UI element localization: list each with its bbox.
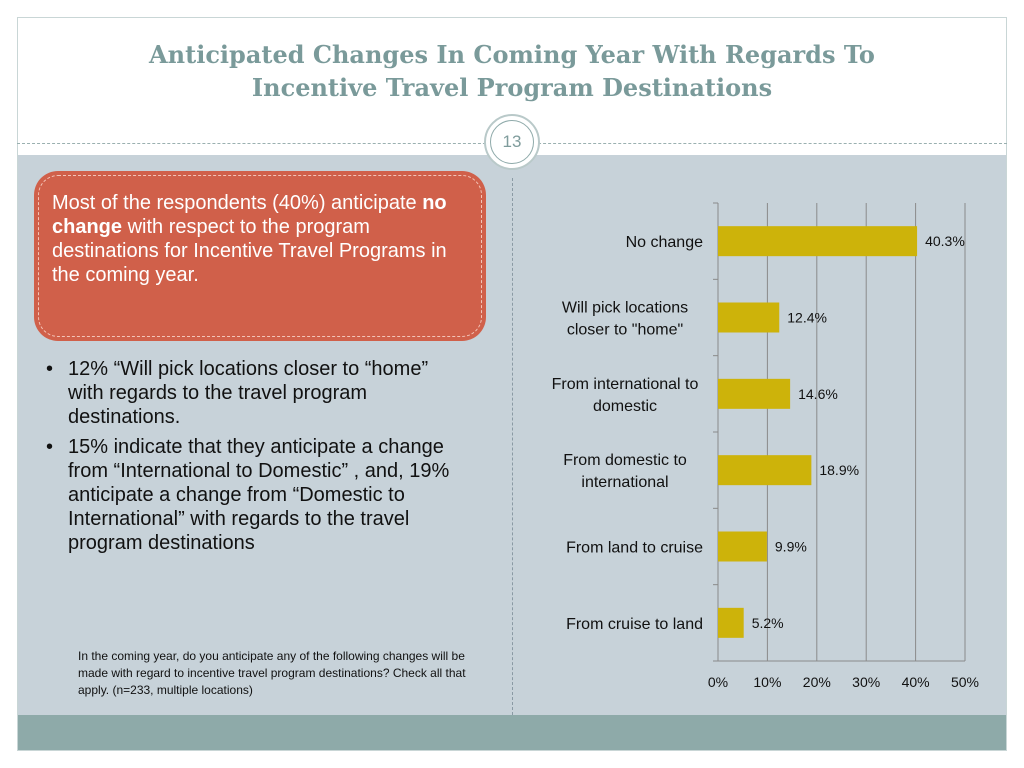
callout-dashed-border [38,175,482,337]
callout-text-bold: no change [52,192,447,238]
bullet-text: 15% indicate that they anticipate a chan… [68,436,450,554]
bar [718,531,767,562]
category-label-line: closer to "home" [567,322,683,339]
bullet-list: • 12% “Will pick locations closer to “hom… [46,357,466,561]
bullet-text: 12% “Will pick locations closer to “home… [68,358,429,428]
x-tick-label: 30% [852,674,880,690]
column-divider [512,178,513,715]
bar-chart: 0% 10% 20% 30% 40% 50% 40.3% No change 12.4% Will… [552,202,979,690]
bar [718,302,780,333]
slide-title-line-2: Incentive Travel Program Destinations [251,73,773,102]
slide-frame [17,17,1007,751]
callout-text-part1: Most of the respondents (40%) anticipate [52,192,423,214]
category-label-line: Will pick locations [562,300,688,317]
bullet-item: • 15% indicate that they anticipate a cha… [46,435,466,555]
callout-text-part2: with respect to the program destinations… [52,216,447,286]
category-label: Will pick locations closer to "home" [562,300,688,339]
category-label: From cruise to land [566,616,703,633]
bar [718,455,812,486]
x-tick-label: 40% [902,674,930,690]
category-label: From land to cruise [566,540,703,557]
bar [718,226,918,257]
data-label: 18.9% [819,462,859,478]
bar [718,607,744,638]
data-label: 40.3% [925,233,965,249]
data-label: 5.2% [752,615,784,631]
category-label: From international to domestic [552,376,699,415]
slide-title: Anticipated Changes In Coming Year With … [17,38,1007,104]
x-tick-label: 50% [951,674,979,690]
bullet-marker: • [46,358,54,380]
footer-band [18,715,1006,750]
bullet-item: • 12% “Will pick locations closer to “hom… [46,357,466,429]
callout-text: Most of the respondents (40%) anticipate… [52,191,472,287]
category-label-line: From domestic to [563,452,687,469]
slide-title-line-1: Anticipated Changes In Coming Year With … [149,40,875,69]
data-label: 9.9% [775,539,807,555]
category-label-line: From cruise to land [566,616,703,633]
category-label-line: From international to [552,376,699,393]
bullet-marker: • [46,436,54,458]
data-label: 14.6% [798,386,838,402]
x-tick-label: 20% [803,674,831,690]
category-label: No change [626,234,703,251]
category-label-line: From land to cruise [566,540,703,557]
category-label-line: domestic [593,398,657,415]
category-label: From domestic to international [563,452,687,491]
survey-question-note: In the coming year, do you anticipate an… [78,649,466,697]
bar [718,378,791,409]
x-tick-label: 10% [753,674,781,690]
category-label-line: international [581,474,668,491]
category-label-line: No change [626,234,703,251]
callout-box [34,171,486,341]
slide-number: 13 [490,120,534,164]
x-tick-label: 0% [708,674,728,690]
data-label: 12.4% [787,310,827,326]
